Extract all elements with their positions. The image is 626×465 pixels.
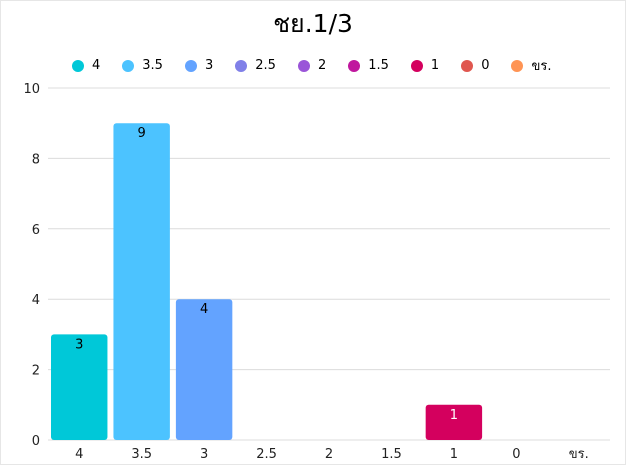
legend-swatch <box>461 59 474 72</box>
bar <box>425 404 483 440</box>
data-label: 9 <box>138 126 146 141</box>
data-label: 3 <box>75 337 83 352</box>
legend-label: 3 <box>204 58 214 73</box>
x-tick-label: 1 <box>450 447 458 462</box>
y-tick-label: 6 <box>32 223 40 238</box>
x-tick-label: 4 <box>75 447 83 462</box>
bar <box>175 299 233 440</box>
x-tick-label: 0 <box>512 447 520 462</box>
legend-label: 3.5 <box>142 58 163 73</box>
legend-label: ขร. <box>531 59 552 74</box>
x-tick-label: 3 <box>200 447 208 462</box>
y-tick-label: 8 <box>32 152 40 167</box>
legend: 4 3.5 3 2.5 2 1.5 1 0 ขร. <box>72 55 573 76</box>
legend-label: 1 <box>430 58 440 73</box>
legend-label: 2 <box>317 58 327 73</box>
legend-swatch <box>410 59 423 72</box>
legend-item[interactable]: 2.5 <box>235 58 276 73</box>
legend-swatch <box>297 59 310 72</box>
legend-swatch <box>235 59 248 72</box>
legend-item[interactable]: 1.5 <box>348 58 389 73</box>
legend-swatch <box>511 59 524 72</box>
bar <box>113 123 170 440</box>
x-tick-label: 2 <box>325 447 333 462</box>
y-tick-label: 4 <box>32 293 40 308</box>
y-tick-label: 2 <box>32 364 40 379</box>
x-tick-label: 2.5 <box>256 447 277 462</box>
bar <box>51 334 108 440</box>
legend-item[interactable]: 1 <box>410 58 440 73</box>
legend-item[interactable]: 4 <box>72 58 100 73</box>
y-tick-label: 0 <box>32 434 40 449</box>
x-tick-label: ขร. <box>569 447 589 462</box>
x-tick-label: 1.5 <box>381 447 402 462</box>
legend-item[interactable]: 3.5 <box>122 58 163 73</box>
x-tick-label: 3.5 <box>131 447 152 462</box>
legend-label: 4 <box>92 58 101 73</box>
legend-swatch <box>348 59 361 72</box>
y-tick-label: 10 <box>23 82 40 97</box>
legend-label: 0 <box>481 58 490 73</box>
legend-item[interactable]: 0 <box>461 58 489 73</box>
legend-item[interactable]: 2 <box>297 58 327 73</box>
data-label: 1 <box>450 408 458 423</box>
legend-swatch <box>122 59 135 72</box>
legend-label: 1.5 <box>368 58 389 73</box>
legend-swatch <box>72 59 84 72</box>
legend-swatch <box>184 59 197 72</box>
legend-item[interactable]: 3 <box>184 58 214 73</box>
chart-title: ชย.1/3 <box>273 9 353 38</box>
legend-label: 2.5 <box>255 58 276 73</box>
legend-item[interactable]: ขร. <box>511 55 551 76</box>
data-label: 4 <box>200 302 208 317</box>
